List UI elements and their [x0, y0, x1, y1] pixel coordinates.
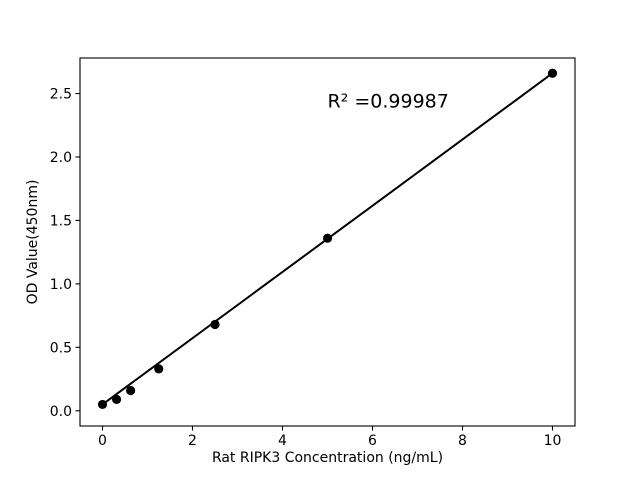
data-point	[322, 233, 333, 243]
y-tick-label: 2.5	[50, 87, 72, 103]
r-squared-annotation: R² =0.99987	[328, 90, 449, 112]
x-tick-label: 8	[458, 433, 467, 449]
x-tick-label: 10	[544, 433, 562, 449]
plot-border	[79, 57, 576, 427]
y-tick-label: 1.5	[50, 213, 72, 229]
y-tick-label: 1.0	[50, 277, 72, 293]
data-point	[154, 364, 164, 374]
data-point	[97, 399, 108, 410]
y-tick-label: 0.0	[50, 404, 72, 420]
x-tick-label: 2	[188, 433, 197, 449]
x-tick-label: 6	[368, 433, 377, 449]
data-point	[111, 394, 122, 404]
data-point	[210, 319, 220, 330]
y-tick-label: 2.0	[50, 150, 72, 166]
x-tick-label: 0	[98, 433, 107, 449]
x-tick-label: 4	[278, 433, 287, 449]
y-axis-label: OD Value(450nm)	[25, 180, 41, 305]
x-axis-label: Rat RIPK3 Concentration (ng/mL)	[212, 450, 443, 466]
y-tick-label: 0.5	[50, 340, 72, 356]
data-point	[547, 68, 558, 78]
data-point	[126, 385, 136, 396]
